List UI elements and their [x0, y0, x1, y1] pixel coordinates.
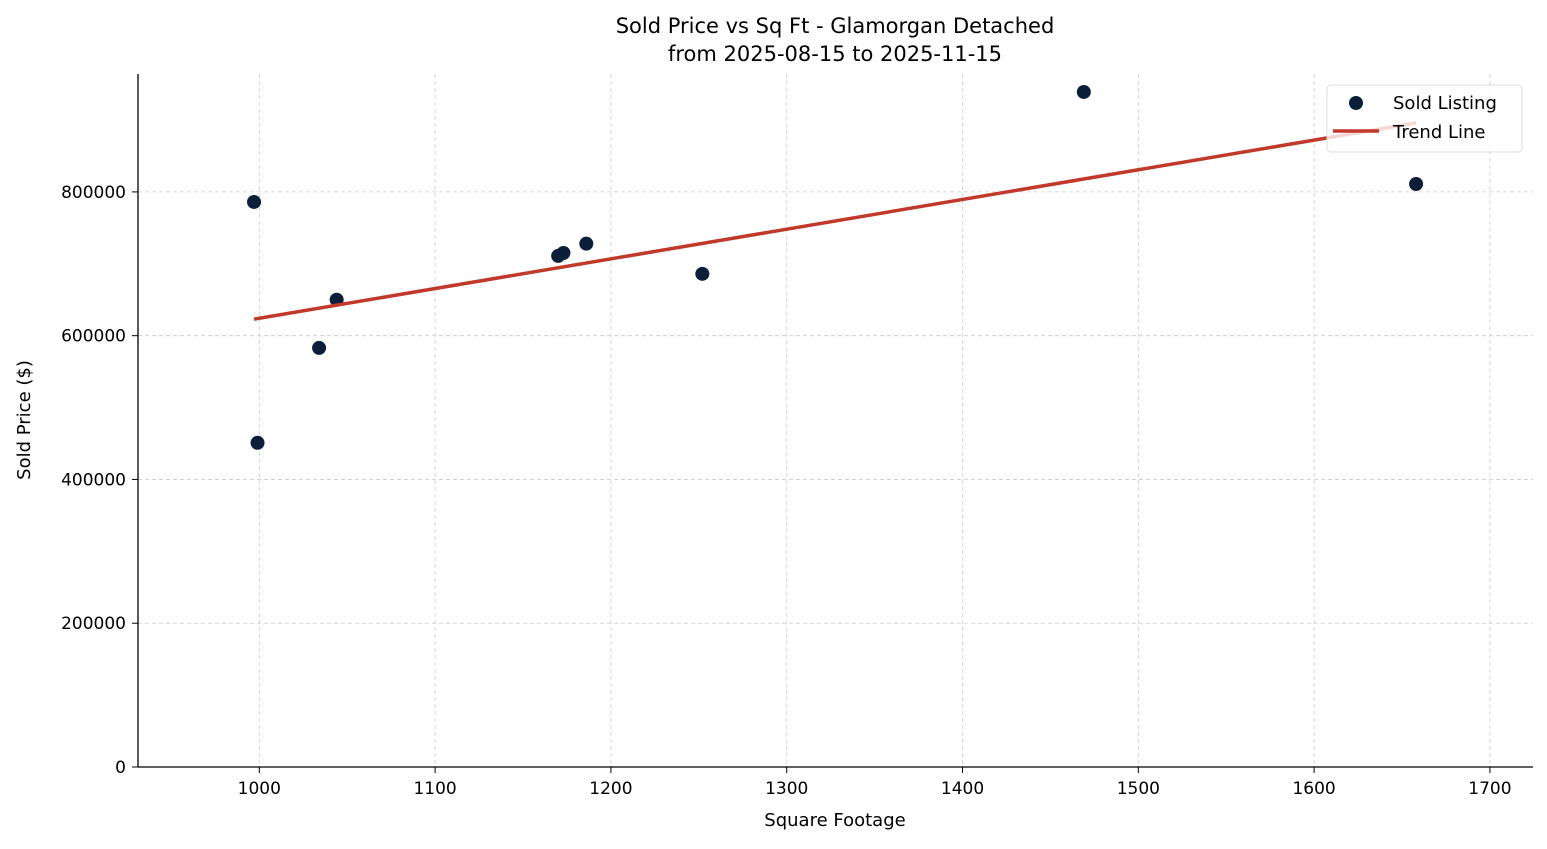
chart-title: Sold Price vs Sq Ft - Glamorgan Detached	[616, 14, 1055, 38]
data-point	[247, 194, 262, 209]
x-axis-label: Square Footage	[764, 810, 905, 831]
x-tick-label: 1000	[238, 779, 281, 799]
x-tick-label: 1700	[1468, 779, 1511, 799]
legend: Sold Listing Trend Line	[1326, 84, 1523, 153]
x-tick-label: 1100	[413, 779, 456, 799]
data-point	[250, 435, 265, 450]
data-point	[695, 266, 710, 281]
x-tick-label: 1400	[941, 779, 984, 799]
data-point	[1076, 84, 1091, 99]
data-point	[579, 236, 594, 251]
y-tick-label: 800000	[61, 183, 126, 203]
legend-label-sold-listing: Sold Listing	[1393, 93, 1497, 114]
y-tick-label: 400000	[61, 470, 126, 490]
trend-line	[253, 121, 1417, 321]
y-tick-label: 0	[115, 758, 126, 778]
chart-subtitle: from 2025-08-15 to 2025-11-15	[668, 42, 1002, 66]
legend-label-trend-line: Trend Line	[1392, 122, 1486, 143]
x-tick-label: 1500	[1117, 779, 1160, 799]
x-tick-label: 1300	[765, 779, 808, 799]
legend-box	[1326, 84, 1523, 153]
y-axis-label: Sold Price ($)	[14, 360, 35, 480]
data-point	[556, 246, 571, 261]
x-tick-label: 1200	[589, 779, 632, 799]
legend-marker-sold-listing	[1349, 96, 1363, 110]
data-point	[312, 340, 327, 355]
x-tick-label: 1600	[1292, 779, 1335, 799]
y-tick-label: 600000	[61, 327, 126, 347]
y-tick-label: 200000	[61, 614, 126, 634]
data-point	[1409, 176, 1424, 191]
